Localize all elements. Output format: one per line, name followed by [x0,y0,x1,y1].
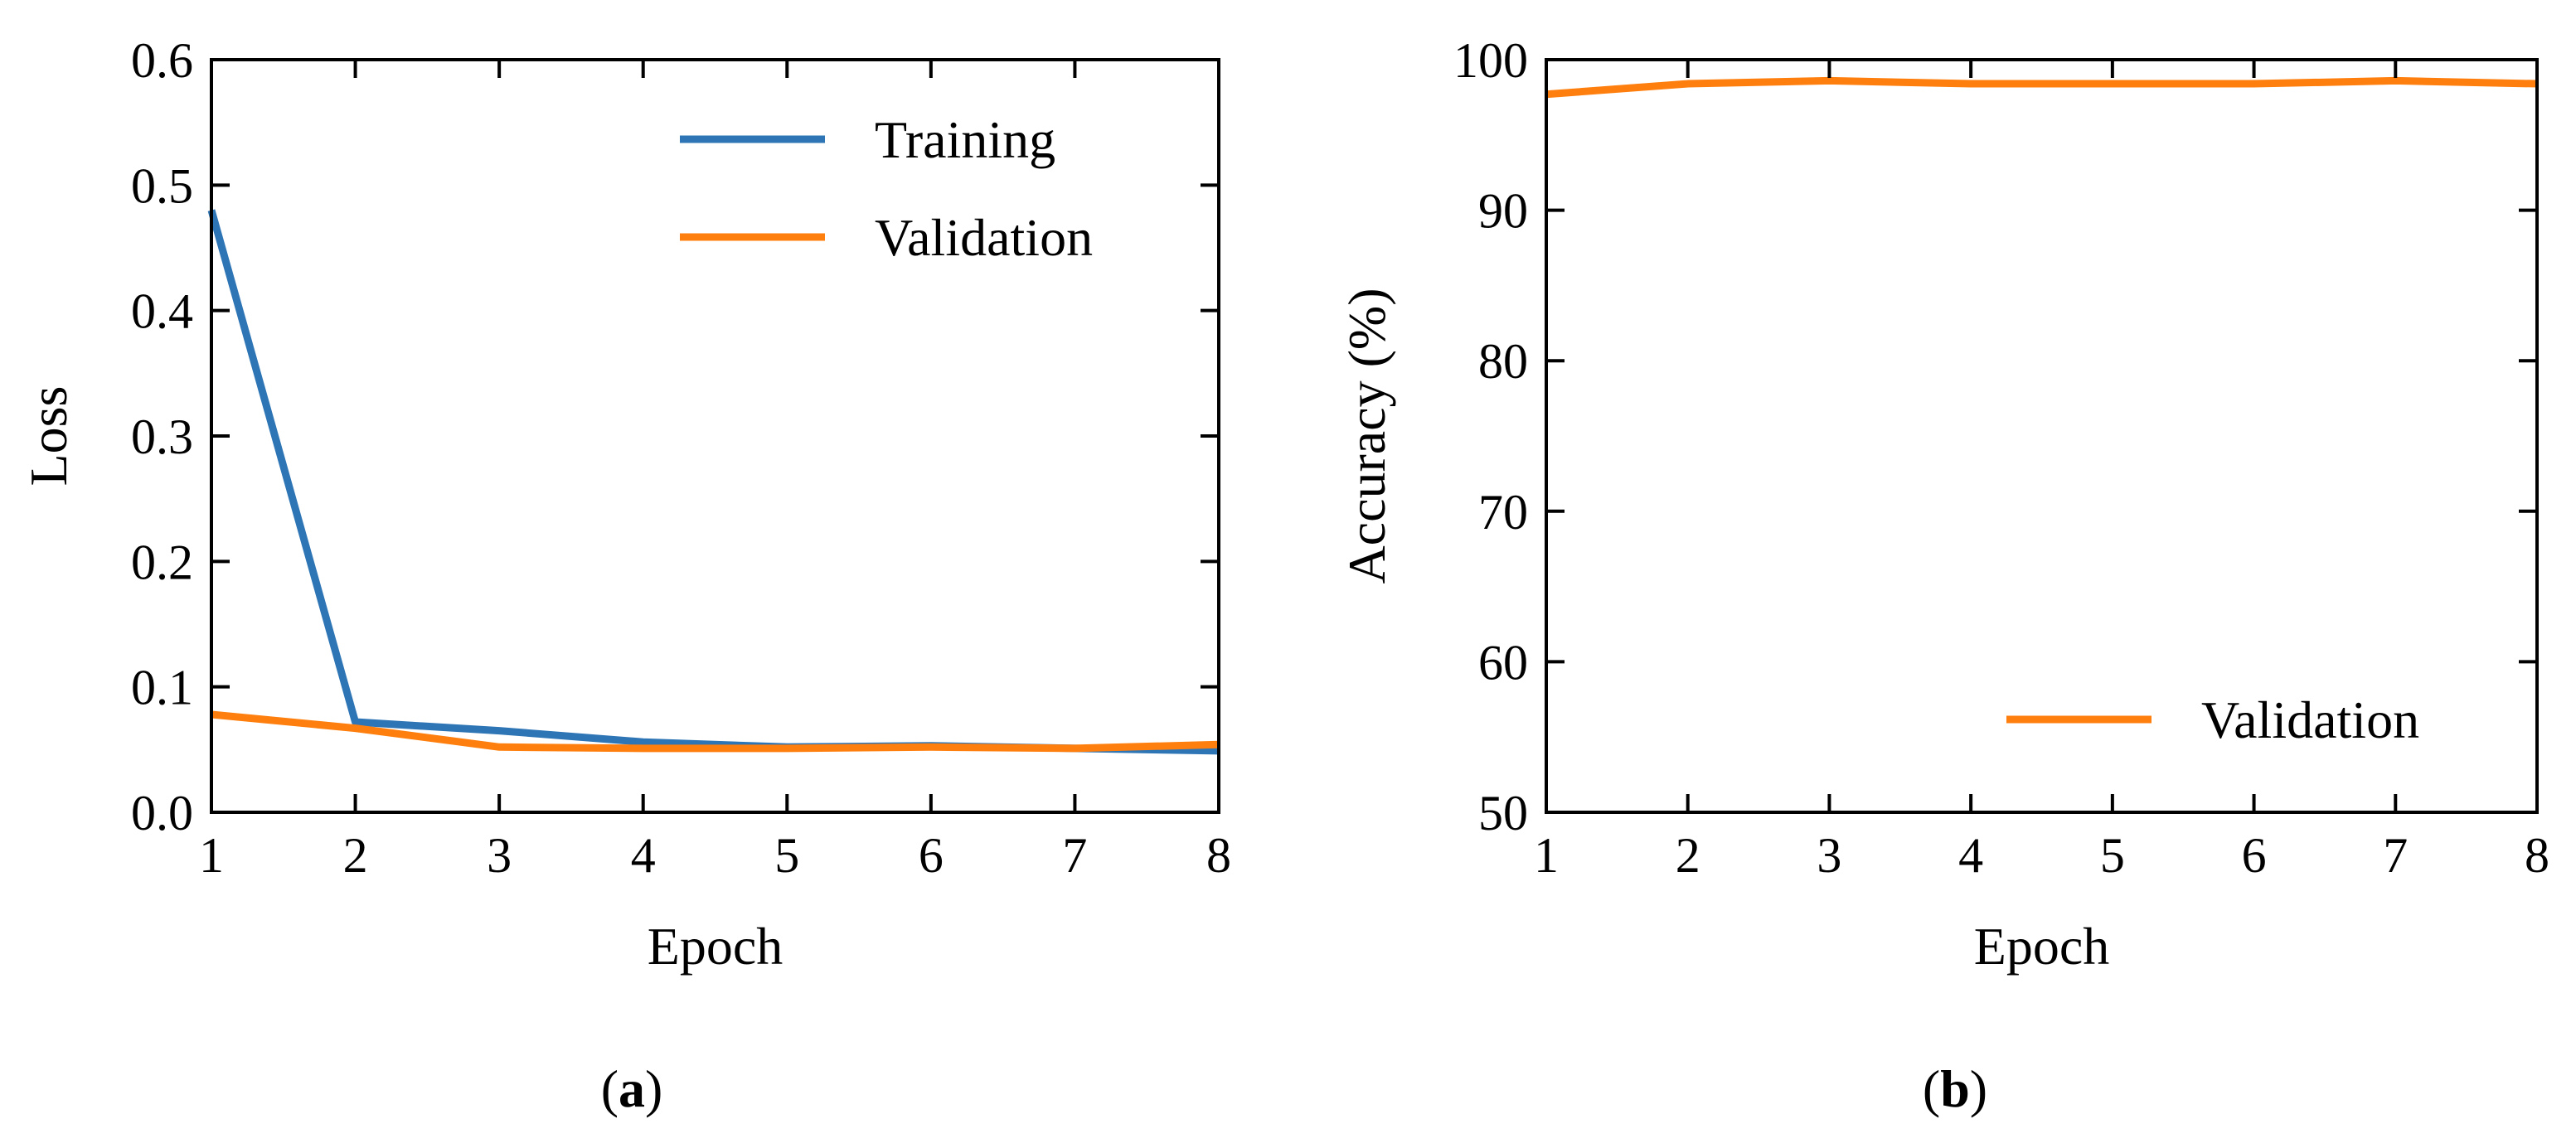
loss-x-tick-label: 1 [199,828,224,883]
panel-b-caption: (b) [1923,1059,1987,1118]
loss-x-axis-label: Epoch [648,917,783,976]
loss-x-tick-label: 5 [774,828,799,883]
accuracy-y-tick-label: 70 [1478,485,1528,540]
panel-a-letter: a [619,1059,645,1118]
accuracy-x-tick-label: 2 [1676,828,1700,883]
loss-legend-label-training: Training [875,110,1055,169]
loss-series-line-validation [211,710,1220,753]
loss-y-tick-label: 0.4 [131,284,193,339]
accuracy-chart: 1 2 3 4 5 6 7 8 50 60 70 80 90 100 Epoch Accuracy (%)… [1337,33,2549,976]
loss-y-tick-label: 0.2 [131,535,193,589]
loss-y-axis-label: Loss [19,386,78,487]
accuracy-legend-label-validation: Validation [2201,690,2419,749]
accuracy-legend: Validation [2006,690,2419,749]
accuracy-x-tick-label: 7 [2383,828,2408,883]
loss-x-tick-label: 2 [343,828,368,883]
accuracy-x-tick-label: 6 [2242,828,2267,883]
accuracy-plot-frame [1545,58,2539,814]
accuracy-y-tick-label: 90 [1478,184,1528,239]
accuracy-y-tick-label: 80 [1478,334,1528,389]
loss-y-tick-label: 0.6 [131,33,193,88]
accuracy-y-tick-label: 100 [1453,33,1528,88]
accuracy-y-tick-label: 60 [1478,635,1528,690]
loss-x-tick-label: 8 [1206,828,1231,883]
accuracy-plot-content [1545,76,2538,99]
panel-b-letter: b [1940,1059,1970,1118]
accuracy-x-axis-label: Epoch [1974,917,2110,976]
accuracy-x-tick-label: 5 [2100,828,2125,883]
loss-y-tick-label: 0.3 [131,409,193,464]
accuracy-y-axis-label: Accuracy (%) [1337,288,1396,584]
accuracy-series-line-validation [1545,76,2538,99]
loss-plot-frame [210,58,1220,814]
loss-x-tick-label: 6 [919,828,944,883]
loss-x-tick-label: 3 [487,828,512,883]
accuracy-x-tick-label: 4 [1958,828,1983,883]
loss-y-tick-label: 0.5 [131,158,193,213]
accuracy-x-tick-label: 1 [1534,828,1559,883]
loss-legend-label-validation: Validation [875,208,1093,267]
loss-chart: 1 2 3 4 5 6 7 8 0.0 0.1 0.2 0.3 0.4 0.5 0.6 Epoch Loss… [19,33,1231,976]
loss-plot-content [207,209,1220,755]
loss-ticks: 1 2 3 4 5 6 7 8 0.0 0.1 0.2 0.3 0.4 0.5 0.6 [131,33,1231,883]
accuracy-y-tick-label: 50 [1478,786,1528,840]
loss-series-line-training [207,209,1220,755]
accuracy-x-tick-label: 8 [2525,828,2549,883]
loss-legend: Training Validation [680,110,1093,267]
loss-y-tick-label: 0.1 [131,661,193,715]
accuracy-ticks: 1 2 3 4 5 6 7 8 50 60 70 80 90 100 [1453,33,2549,883]
panel-a-caption: (a) [601,1059,663,1118]
loss-x-tick-label: 7 [1062,828,1087,883]
loss-y-tick-label: 0.0 [131,786,193,840]
loss-x-tick-label: 4 [631,828,656,883]
accuracy-x-tick-label: 3 [1817,828,1841,883]
